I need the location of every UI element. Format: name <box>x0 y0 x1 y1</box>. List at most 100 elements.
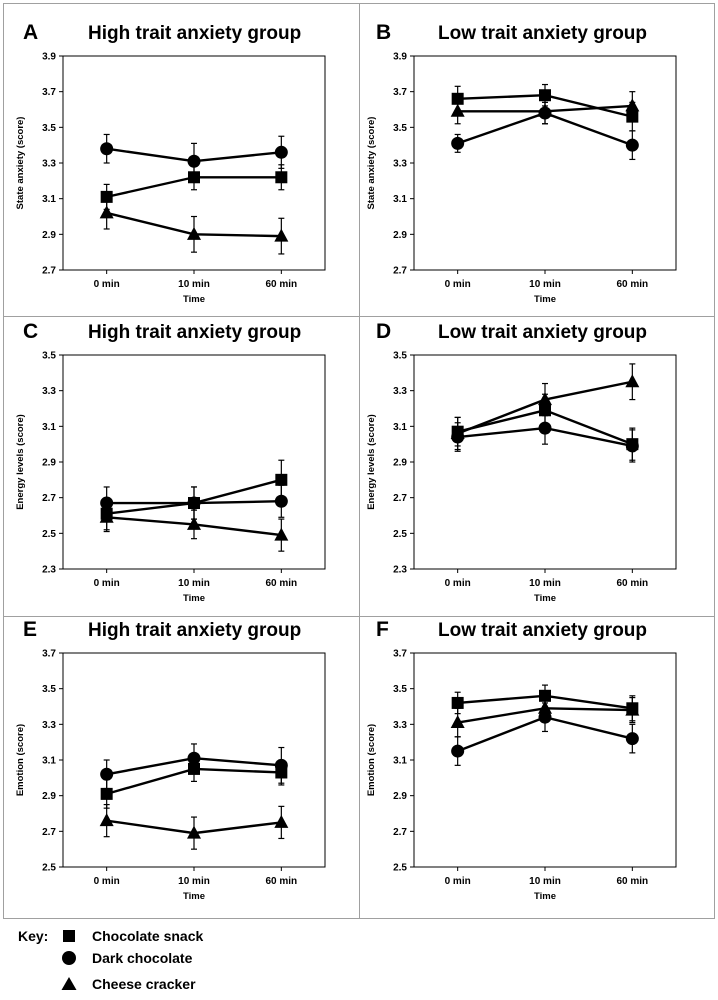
y-tick-label: 2.9 <box>393 791 407 802</box>
panel-title: Low trait anxiety group <box>438 620 647 641</box>
panel-letter: D <box>376 320 391 343</box>
data-point-triangle <box>187 226 201 240</box>
y-tick-label: 3.7 <box>393 649 407 660</box>
y-axis-label: Emotion (score) <box>15 724 26 796</box>
y-tick-label: 3.1 <box>393 756 407 767</box>
series-dark-chocolate <box>100 743 288 790</box>
panel-title: High trait anxiety group <box>88 23 301 44</box>
y-tick-label: 2.3 <box>393 565 407 576</box>
y-tick-label: 3.5 <box>393 351 407 362</box>
y-axis-label: State anxiety (score) <box>15 117 26 210</box>
panel-f: F Low trait anxiety group 2.5 2.7 2.9 3.1 3.3 3… <box>366 618 677 902</box>
series-cheese-cracker <box>450 363 640 451</box>
y-tick-label: 3.3 <box>42 386 56 397</box>
data-point-circle <box>187 154 201 168</box>
y-tick-label: 3.7 <box>42 87 56 98</box>
legend-key-label: Key: <box>18 928 48 944</box>
x-tick-label: 10 min <box>178 279 210 290</box>
legend-item-dark-chocolate: Dark chocolate <box>92 950 193 966</box>
x-tick-label: 60 min <box>616 279 648 290</box>
data-point-triangle <box>625 702 640 716</box>
x-axis-label: Time <box>183 593 205 604</box>
x-tick-label: 0 min <box>445 876 471 887</box>
x-tick-label: 0 min <box>94 279 120 290</box>
data-point-circle <box>274 145 288 159</box>
data-point-circle <box>187 751 201 765</box>
data-point-triangle <box>538 700 552 714</box>
x-tick-label: 60 min <box>616 578 648 589</box>
y-axis-label: State anxiety (score) <box>366 117 377 210</box>
data-point-circle <box>274 758 288 772</box>
y-tick-label: 2.7 <box>393 266 407 277</box>
panel-letter: E <box>23 618 37 641</box>
y-tick-label: 2.5 <box>393 863 407 874</box>
panel-letter: C <box>23 320 38 343</box>
y-tick-label: 2.9 <box>393 458 407 469</box>
y-tick-label: 2.9 <box>393 230 407 241</box>
y-tick-label: 3.1 <box>42 756 56 767</box>
data-point-circle <box>187 496 201 510</box>
y-tick-label: 3.9 <box>393 52 407 63</box>
data-point-triangle <box>625 98 640 112</box>
panel-letter: F <box>376 618 389 641</box>
panel-d: D Low trait anxiety group 2.3 2.5 2.7 2.9 3.1 3… <box>366 320 677 604</box>
y-tick-label: 3.1 <box>393 194 407 205</box>
series-dark-chocolate <box>100 133 288 180</box>
y-tick-label: 3.7 <box>393 87 407 98</box>
y-axis-label: Energy levels (score) <box>15 414 26 510</box>
y-tick-label: 2.5 <box>42 529 56 540</box>
legend-triangle-marker <box>61 977 77 990</box>
series-cheese-cracker <box>99 502 289 552</box>
x-tick-label: 0 min <box>94 578 120 589</box>
data-point-triangle <box>625 374 640 388</box>
data-point-triangle <box>187 516 201 530</box>
x-axis-label: Time <box>534 294 556 305</box>
x-tick-label: 60 min <box>265 578 297 589</box>
panel-title: Low trait anxiety group <box>438 23 647 44</box>
x-tick-label: 60 min <box>265 279 297 290</box>
panel-title: High trait anxiety group <box>88 322 301 343</box>
data-point-triangle <box>99 205 114 219</box>
data-point-circle <box>274 494 288 508</box>
x-axis-label: Time <box>183 294 205 305</box>
series-cheese-cracker <box>450 91 640 125</box>
panel-letter: B <box>376 21 391 44</box>
data-point-circle <box>100 142 114 156</box>
legend-item-cheese-cracker: Cheese cracker <box>92 976 196 992</box>
data-point-circle <box>100 767 114 781</box>
y-axis-label: Emotion (score) <box>366 724 377 796</box>
chart-panels: A High trait anxiety group 2.7 2.9 3.1 3.3 3.5… <box>15 21 677 902</box>
y-tick-label: 3.3 <box>393 386 407 397</box>
series-cheese-cracker <box>99 196 289 255</box>
data-point-triangle <box>538 392 552 406</box>
y-tick-label: 3.1 <box>393 422 407 433</box>
y-tick-label: 2.7 <box>42 266 56 277</box>
x-axis-label: Time <box>183 891 205 902</box>
data-point-triangle <box>99 813 114 827</box>
x-tick-label: 10 min <box>178 876 210 887</box>
data-point-triangle <box>99 509 114 523</box>
x-axis-label: Time <box>534 593 556 604</box>
y-tick-label: 2.9 <box>42 458 56 469</box>
y-tick-label: 3.3 <box>42 159 56 170</box>
y-tick-label: 3.3 <box>393 159 407 170</box>
panel-title: Low trait anxiety group <box>438 322 647 343</box>
y-tick-label: 3.3 <box>42 720 56 731</box>
y-tick-label: 2.3 <box>42 565 56 576</box>
y-tick-label: 2.9 <box>42 791 56 802</box>
panel-title: High trait anxiety group <box>88 620 301 641</box>
y-tick-label: 3.7 <box>42 649 56 660</box>
x-tick-label: 60 min <box>265 876 297 887</box>
x-tick-label: 0 min <box>445 578 471 589</box>
y-tick-label: 3.5 <box>42 123 56 134</box>
panel-letter: A <box>23 21 38 44</box>
legend-circle-marker <box>62 951 76 965</box>
data-point-circle <box>625 439 639 453</box>
y-tick-label: 3.5 <box>393 684 407 695</box>
data-point-circle <box>625 732 639 746</box>
data-point-triangle <box>274 228 289 242</box>
x-tick-label: 10 min <box>529 876 561 887</box>
y-tick-label: 3.9 <box>42 52 56 63</box>
y-tick-label: 3.1 <box>42 422 56 433</box>
y-tick-label: 2.7 <box>393 493 407 504</box>
